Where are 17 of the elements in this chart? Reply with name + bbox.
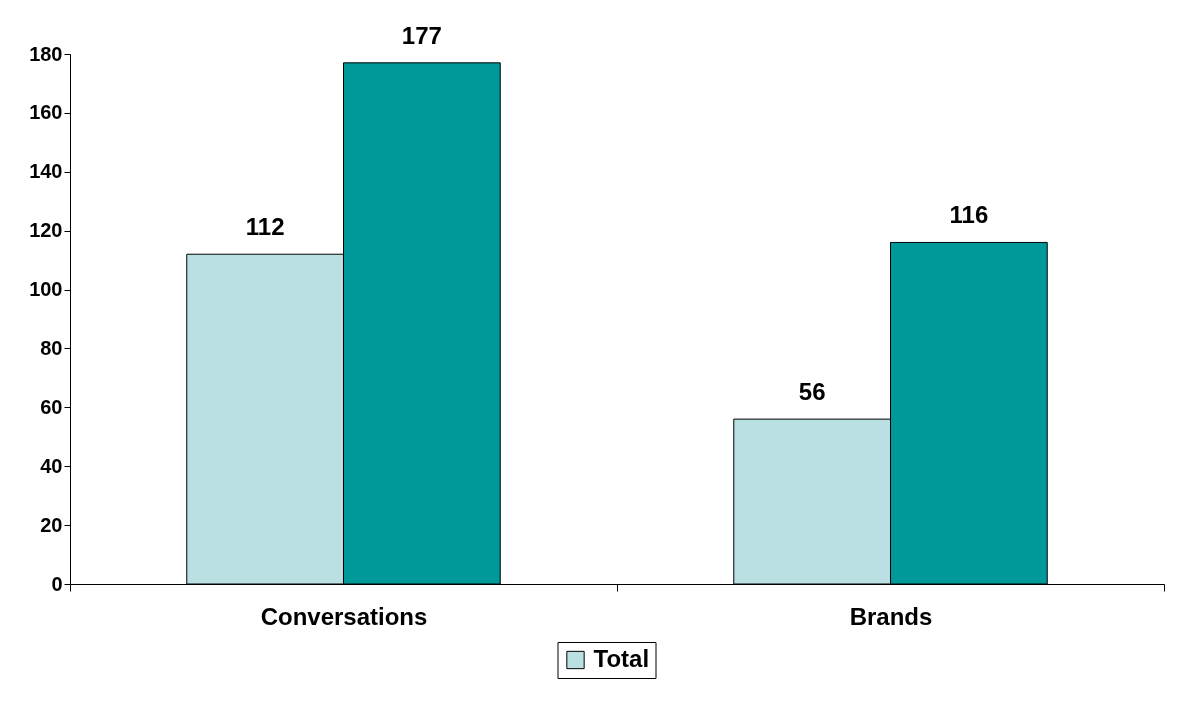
- y-tick-label: 140: [29, 160, 63, 183]
- data-label: 112: [245, 213, 285, 241]
- y-tick-label: 40: [40, 454, 63, 477]
- y-tick-label: 0: [51, 572, 63, 595]
- legend-label: Total: [593, 645, 650, 672]
- y-tick-label: 160: [29, 101, 63, 124]
- x-tick-label: Conversations: [260, 602, 428, 630]
- y-tick-label: 20: [40, 513, 63, 536]
- y-tick-label: 60: [40, 395, 63, 418]
- data-label: 116: [949, 201, 989, 229]
- y-tick-label: 120: [29, 219, 63, 242]
- x-tick-label: Brands: [849, 602, 933, 630]
- y-tick-label: 100: [29, 278, 63, 301]
- data-label: 177: [401, 21, 442, 49]
- y-tick-label: 180: [29, 42, 63, 65]
- data-label: 56: [798, 378, 826, 406]
- y-tick-label: 80: [40, 336, 63, 359]
